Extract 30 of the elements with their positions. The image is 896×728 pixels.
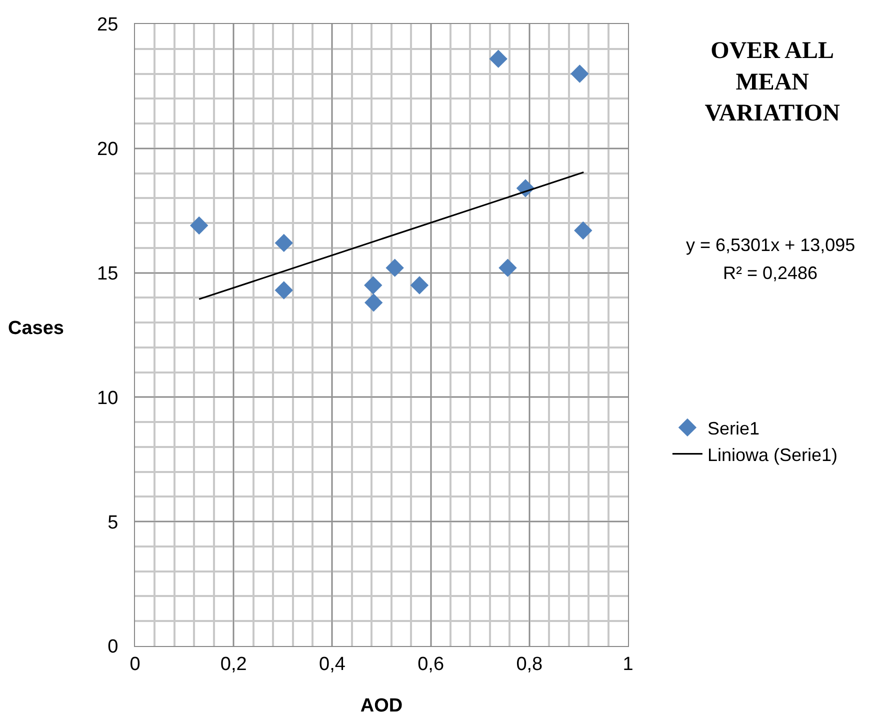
y-tick-label: 15: [97, 263, 118, 284]
point: [570, 64, 589, 83]
x-axis-title: AOD: [360, 696, 403, 717]
point: [386, 258, 404, 277]
point: [364, 276, 382, 294]
y-tick-label: 5: [108, 512, 118, 534]
point: [410, 276, 429, 294]
x-tick-label: 0,4: [318, 654, 346, 675]
y-axis-title: Cases: [8, 318, 64, 339]
point: [498, 258, 517, 277]
point: [190, 216, 208, 235]
point: [274, 281, 293, 300]
y-tick-label: 0: [108, 636, 118, 658]
x-tick-label: 0,2: [220, 654, 247, 675]
point: [274, 234, 293, 252]
legend-label: Serie1: [707, 418, 760, 438]
x-tick-label: 0: [130, 654, 140, 675]
text: y = 6,5301x + 13,095: [686, 235, 856, 255]
x-tick-label: 1: [622, 654, 634, 675]
point: [364, 294, 383, 312]
text: OVER ALL MEAN VARIATION: [704, 38, 841, 127]
point: [489, 50, 508, 68]
y-tick-label: 10: [97, 388, 118, 409]
y-tick-label: 20: [97, 139, 118, 160]
legend-label: Liniowa (Serie1): [707, 444, 838, 465]
point: [574, 221, 592, 240]
x-tick-label: 0,8: [516, 654, 543, 675]
y-tick-label: 25: [97, 14, 118, 36]
x-tick-label: 0,6: [418, 654, 444, 675]
text: R² = 0,2486: [723, 263, 818, 283]
